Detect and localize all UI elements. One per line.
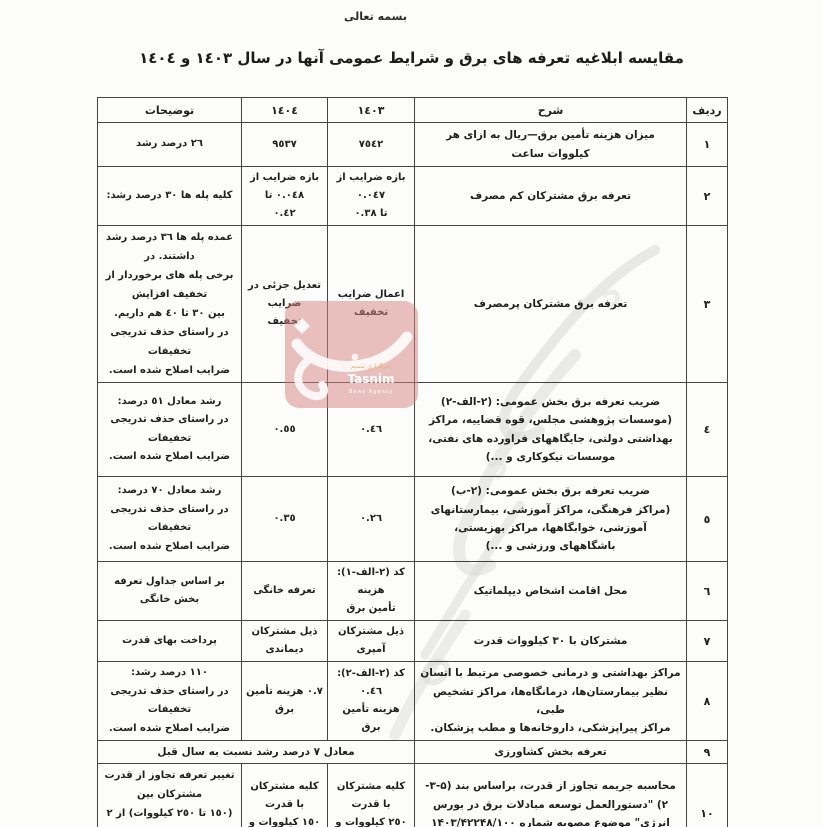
value-1404-cell: بازه ضرایب از ٠.٠٤٨ تا ٠.٤٢ [241, 166, 328, 226]
col-header-row-number: ردیف [686, 97, 728, 123]
value-1403-cell: کلیه مشترکان با قدرت ٢٥٠ کیلووات و بالات… [327, 763, 415, 827]
tariff-comparison-table: ردیف شرح ١٤٠٣ ١٤٠٤ توضیحات ١ میزان هزینه … [97, 97, 728, 827]
notes-cell: عمده پله ها ٣٦ درصد رشد داشتند. در برخی … [97, 225, 242, 383]
description-cell: میزان هزینه تأمین برق—ریال به ازای هر کی… [414, 122, 687, 167]
table-row: ٢ تعرفه برق مشترکان کم مصرف بازه ضرایب از … [97, 166, 728, 226]
notes-cell: ٢٦ درصد رشد [97, 122, 242, 167]
notes-cell: بر اساس جداول تعرفه بخش خانگی [97, 561, 242, 621]
value-1403-cell: کد (٢-الف-٢): ٠.٤٦ هزینه تأمین برق [327, 661, 415, 741]
value-1403-cell: کد (٢-الف-١): هزینه تأمین برق [327, 561, 415, 621]
description-cell: تعرفه برق مشترکان پرمصرف [414, 225, 687, 383]
value-1404-cell: ٠.٥٥ [241, 382, 328, 477]
table-row: ٩ تعرفه بخش کشاورزی معادل ٧ درصد رشد نسبت … [97, 739, 728, 765]
row-number-cell: ١٠ [686, 763, 728, 827]
table-row: ٦ محل اقامت اشخاص دیپلماتیک کد (٢-الف-١): … [97, 561, 728, 621]
row-number-cell: ٩ [686, 739, 728, 765]
description-cell: ضریب تعرفه برق بخش عمومی: (٢-الف-٢) (موس… [414, 382, 687, 477]
table-row: ٤ ضریب تعرفه برق بخش عمومی: (٢-الف-٢) (مو… [97, 382, 728, 477]
row-number-cell: ٦ [686, 561, 728, 621]
notes-cell: کلیه پله ها ٣٠ درصد رشد: [97, 166, 242, 226]
row-number-cell: ٢ [686, 166, 728, 226]
notes-cell: پرداخت بهای قدرت [97, 620, 242, 662]
table-row: ١ میزان هزینه تأمین برق—ریال به ازای هر ک… [97, 122, 728, 167]
notes-cell: ١١٠ درصد رشد: در راستای حذف تدریجی تخفیف… [97, 661, 242, 741]
bismillah-heading: بسمه تعالی [344, 10, 407, 23]
value-1403-cell: اعمال ضرایب تخفیف [327, 225, 415, 383]
description-cell: تعرفه بخش کشاورزی [414, 739, 687, 765]
value-1404-cell: تعرفه خانگی [241, 561, 328, 621]
value-1404-cell: تعدیل جزئی در ضرایب تخفیف [241, 225, 328, 383]
col-header-year-1403: ١٤٠٣ [327, 97, 415, 123]
value-1404-cell: ٩٥٣٧ [241, 122, 328, 167]
merged-growth-cell: معادل ٧ درصد رشد نسبت به سال قبل [97, 739, 415, 765]
row-number-cell: ٣ [686, 225, 728, 383]
description-cell: تعرفه برق مشترکان کم مصرف [414, 166, 687, 226]
table-row: ٣ تعرفه برق مشترکان پرمصرف اعمال ضرایب تخف… [97, 225, 728, 383]
table-row: ٨ مراکز بهداشتی و درمانی خصوصی مرتبط با ا… [97, 661, 728, 741]
row-number-cell: ٨ [686, 661, 728, 741]
value-1403-cell: ذیل مشترکان آمپری [327, 620, 415, 662]
row-number-cell: ١ [686, 122, 728, 167]
value-1403-cell: بازه ضرایب از ٠.٠٤٧ تا ٠.٣٨ [327, 166, 415, 226]
row-number-cell: ٥ [686, 476, 728, 562]
row-number-cell: ٧ [686, 620, 728, 662]
description-cell: مراکز بهداشتی و درمانی خصوصی مرتبط با ان… [414, 661, 687, 741]
col-header-notes: توضیحات [97, 97, 242, 123]
description-cell: مشترکان با ٣٠ کیلووات قدرت [414, 620, 687, 662]
table-header: ردیف شرح ١٤٠٣ ١٤٠٤ توضیحات [97, 97, 728, 123]
table-row: ١٠ محاسبه جریمه تجاوز از قدرت، براساس بند… [97, 763, 728, 827]
table-row: ٧ مشترکان با ٣٠ کیلووات قدرت ذیل مشترکان آ… [97, 620, 728, 662]
value-1404-cell: کلیه مشترکان با قدرت ١٥٠ کیلووات و بالات… [241, 763, 328, 827]
description-cell: ضریب تعرفه برق بخش عمومی: (٢-ب) (مراکز ف… [414, 476, 687, 562]
page-title: مقایسه ابلاغیه تعرفه های برق و شرایط عمو… [139, 49, 684, 67]
table-row: ٥ ضریب تعرفه برق بخش عمومی: (٢-ب) (مراکز … [97, 476, 728, 562]
value-1403-cell: ٠.٢٦ [327, 476, 415, 562]
description-cell: محاسبه جریمه تجاوز از قدرت، براساس بند (… [414, 763, 687, 827]
notes-cell: رشد معادل ٥١ درصد: در راستای حذف تدریجی … [97, 382, 242, 477]
value-1404-cell: ٠.٣٥ [241, 476, 328, 562]
notes-cell: رشد معادل ٧٠ درصد: در راستای حذف تدریجی … [97, 476, 242, 562]
notes-cell: تغییر تعرفه تجاوز از قدرت مشترکان بین (١… [97, 763, 242, 827]
description-cell: محل اقامت اشخاص دیپلماتیک [414, 561, 687, 621]
header-row: ردیف شرح ١٤٠٣ ١٤٠٤ توضیحات [97, 97, 728, 123]
value-1404-cell: ٠.٧ هزینه تأمین برق [241, 661, 328, 741]
row-number-cell: ٤ [686, 382, 728, 477]
col-header-year-1404: ١٤٠٤ [241, 97, 328, 123]
value-1403-cell: ٧٥٤٢ [327, 122, 415, 167]
col-header-description: شرح [414, 97, 687, 123]
value-1404-cell: ذیل مشترکان دیماندی [241, 620, 328, 662]
value-1403-cell: ٠.٤٦ [327, 382, 415, 477]
table-body: ١ میزان هزینه تأمین برق—ریال به ازای هر ک… [97, 122, 728, 827]
